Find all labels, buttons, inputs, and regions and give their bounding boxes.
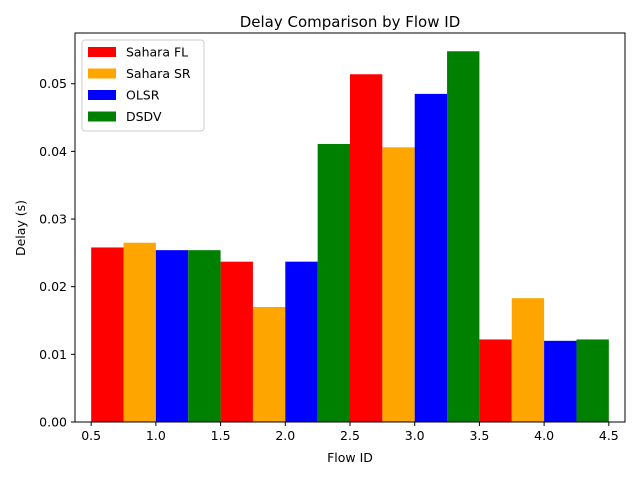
y-tick-label: 0.01: [39, 347, 67, 362]
bar: [155, 250, 189, 422]
legend-frame: [81, 39, 205, 132]
x-tick-label: 0.5: [81, 428, 101, 443]
x-tick-label: 4.5: [599, 428, 619, 443]
x-tick-label: 1.5: [211, 428, 231, 443]
bar: [317, 143, 350, 422]
bar: [576, 339, 609, 422]
bar: [479, 339, 512, 422]
bar: [91, 247, 124, 422]
chart-title: Delay Comparison by Flow ID: [240, 13, 461, 31]
y-axis-ticks: 0.00 0.01 0.02 0.03 0.04 0.05: [39, 76, 75, 430]
legend-swatch: [88, 47, 116, 57]
x-tick-label: 4.0: [534, 428, 554, 443]
x-tick-label: 1.0: [146, 428, 166, 443]
bar: [123, 242, 156, 422]
bar: [382, 147, 415, 423]
y-tick-label: 0.03: [39, 212, 67, 227]
bar: [544, 340, 577, 422]
bar: [252, 306, 286, 422]
legend-swatch: [88, 111, 116, 122]
y-axis-label: Delay (s): [13, 200, 28, 256]
bar: [350, 74, 383, 422]
legend-label: DSDV: [126, 109, 162, 124]
x-tick-label: 3.5: [469, 428, 489, 443]
bar: [447, 51, 480, 423]
legend: Sahara FL Sahara SR OLSR DSDV: [81, 39, 205, 132]
legend-label: Sahara SR: [126, 66, 191, 81]
x-tick-label: 3.0: [405, 428, 425, 443]
x-axis-label: Flow ID: [327, 450, 373, 465]
y-tick-label: 0.04: [39, 144, 67, 159]
bar: [285, 261, 318, 422]
bar: [414, 93, 448, 422]
legend-swatch: [88, 90, 116, 100]
x-tick-label: 2.0: [275, 428, 295, 443]
y-tick-label: 0.05: [39, 76, 67, 91]
legend-label: Sahara FL: [126, 45, 188, 60]
x-axis-ticks: 0.5 1.0 1.5 2.0 2.5 3.0 3.5 4.0 4.5: [81, 422, 619, 443]
x-tick-label: 2.5: [340, 428, 360, 443]
bar: [511, 298, 545, 422]
bars-group: [91, 51, 609, 423]
legend-label: OLSR: [126, 88, 160, 103]
y-tick-label: 0.02: [39, 279, 67, 294]
y-tick-label: 0.00: [39, 415, 67, 430]
bar: [188, 250, 221, 422]
bar: [220, 261, 253, 422]
legend-swatch: [88, 68, 116, 79]
